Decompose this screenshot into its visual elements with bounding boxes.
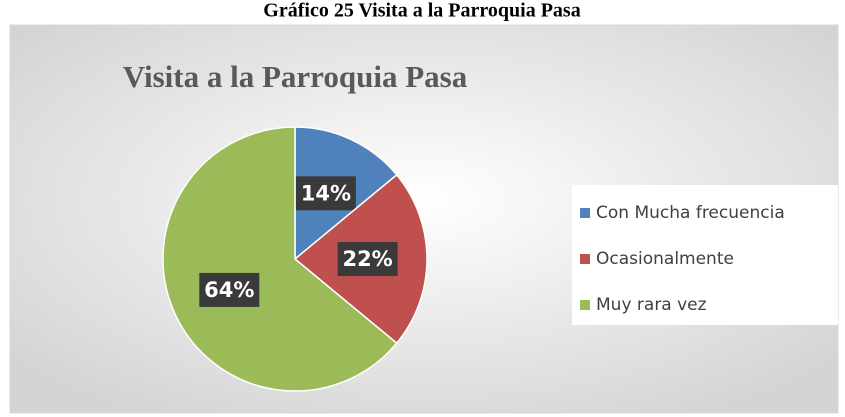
legend-label: Con Mucha frecuencia (596, 203, 785, 223)
legend (572, 185, 838, 325)
data-label-box (337, 242, 398, 276)
legend-label: Ocasionalmente (596, 249, 734, 269)
legend-swatch (580, 300, 590, 310)
legend-swatch (580, 208, 590, 218)
caption: Gráfico 25 Visita a la Parroquia Pasa (263, 0, 580, 22)
data-label-box (295, 176, 356, 211)
data-label-box (199, 272, 260, 307)
pie-slice (162, 126, 398, 392)
chart-title: Visita a la Parroquia Pasa (123, 59, 468, 94)
legend-swatch (580, 254, 590, 264)
legend-label: Muy rara vez (596, 295, 707, 315)
data-label: 22% (342, 247, 392, 271)
data-label: 64% (204, 278, 254, 302)
data-label: 14% (301, 181, 351, 205)
